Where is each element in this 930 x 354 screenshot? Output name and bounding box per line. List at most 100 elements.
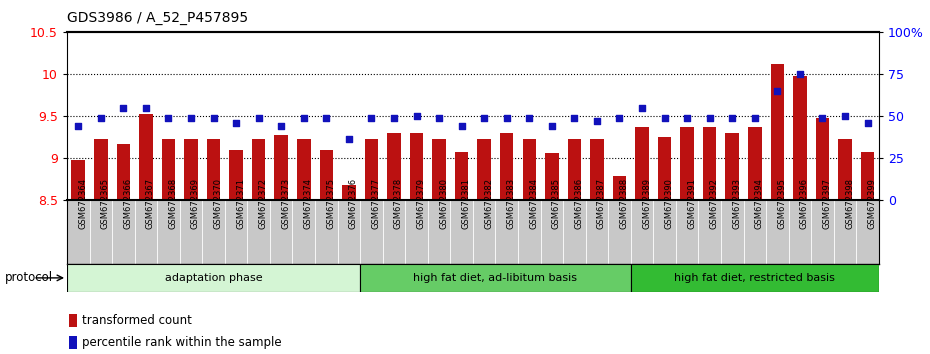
Bar [320, 150, 333, 200]
Text: GSM672374: GSM672374 [304, 178, 312, 229]
Bar [274, 135, 288, 200]
Point [206, 115, 221, 120]
Bar [793, 76, 806, 200]
Point [680, 115, 695, 120]
Point [229, 120, 244, 126]
Bar [206, 139, 220, 200]
Bar [72, 160, 85, 200]
Point [748, 115, 763, 120]
Text: GSM672365: GSM672365 [100, 178, 110, 229]
Bar [162, 139, 175, 200]
Point [792, 71, 807, 77]
Bar [703, 127, 716, 200]
Text: high fat diet, ad-libitum basis: high fat diet, ad-libitum basis [414, 273, 578, 283]
Text: GSM672377: GSM672377 [371, 178, 380, 229]
Bar [116, 144, 130, 200]
Point [658, 115, 672, 120]
Text: GSM672393: GSM672393 [732, 178, 741, 229]
Bar [432, 139, 445, 200]
Point [387, 115, 402, 120]
Point [297, 115, 312, 120]
Text: GSM672392: GSM672392 [710, 178, 719, 229]
Bar [861, 152, 874, 200]
Bar [69, 336, 76, 349]
Point [139, 105, 153, 110]
Bar [477, 139, 491, 200]
Point [273, 123, 288, 129]
Point [567, 115, 582, 120]
Text: GSM672379: GSM672379 [417, 178, 426, 229]
Point [71, 123, 86, 129]
Bar [838, 139, 852, 200]
Point [319, 115, 334, 120]
Point [161, 115, 176, 120]
Text: GSM672384: GSM672384 [529, 178, 538, 229]
Text: GSM672397: GSM672397 [822, 178, 831, 229]
Point [409, 113, 424, 119]
Bar [252, 139, 265, 200]
Bar [631, 264, 879, 292]
Text: GSM672395: GSM672395 [777, 178, 787, 229]
Point [251, 115, 266, 120]
Bar [365, 139, 379, 200]
Bar [360, 264, 631, 292]
Point [364, 115, 379, 120]
Point [590, 118, 604, 124]
Text: GSM672376: GSM672376 [349, 178, 358, 229]
Bar [816, 119, 830, 200]
Text: GSM672367: GSM672367 [146, 178, 155, 229]
Point [815, 115, 830, 120]
Text: GSM672375: GSM672375 [326, 178, 336, 229]
Bar [523, 139, 536, 200]
Bar [591, 139, 604, 200]
Text: protocol: protocol [5, 272, 53, 284]
Point [432, 115, 446, 120]
Bar [69, 314, 76, 327]
Text: GSM672386: GSM672386 [575, 178, 583, 229]
Bar [725, 133, 739, 200]
Text: high fat diet, restricted basis: high fat diet, restricted basis [674, 273, 835, 283]
Text: percentile rank within the sample: percentile rank within the sample [82, 336, 281, 349]
Text: transformed count: transformed count [82, 314, 192, 327]
Bar [342, 185, 355, 200]
Bar [771, 64, 784, 200]
Text: GDS3986 / A_52_P457895: GDS3986 / A_52_P457895 [67, 11, 248, 25]
Bar [184, 139, 198, 200]
Text: GSM672369: GSM672369 [191, 178, 200, 229]
Text: GSM672385: GSM672385 [551, 178, 561, 229]
Text: GSM672398: GSM672398 [845, 178, 854, 229]
Bar [613, 177, 626, 200]
Point [838, 113, 853, 119]
Text: GSM672399: GSM672399 [868, 178, 877, 229]
Bar [410, 133, 423, 200]
Text: GSM672366: GSM672366 [124, 178, 132, 229]
Point [634, 105, 649, 110]
Point [612, 115, 627, 120]
Text: GSM672382: GSM672382 [485, 178, 493, 229]
Point [522, 115, 537, 120]
Point [341, 137, 356, 142]
Point [93, 115, 108, 120]
Text: GSM672368: GSM672368 [168, 178, 178, 229]
Bar [681, 127, 694, 200]
Text: GSM672394: GSM672394 [755, 178, 764, 229]
Text: GSM672370: GSM672370 [214, 178, 222, 229]
Text: GSM672383: GSM672383 [507, 178, 516, 229]
Point [544, 123, 559, 129]
Text: GSM672391: GSM672391 [687, 178, 697, 229]
Text: GSM672380: GSM672380 [439, 178, 448, 229]
Bar [658, 137, 671, 200]
Text: GSM672390: GSM672390 [665, 178, 673, 229]
Point [860, 120, 875, 126]
Bar [67, 264, 360, 292]
Point [770, 88, 785, 93]
Point [116, 105, 131, 110]
Point [724, 115, 739, 120]
Point [183, 115, 198, 120]
Text: GSM672372: GSM672372 [259, 178, 268, 229]
Text: GSM672396: GSM672396 [800, 178, 809, 229]
Point [477, 115, 492, 120]
Bar [567, 139, 581, 200]
Text: GSM672387: GSM672387 [597, 178, 606, 229]
Point [454, 123, 469, 129]
